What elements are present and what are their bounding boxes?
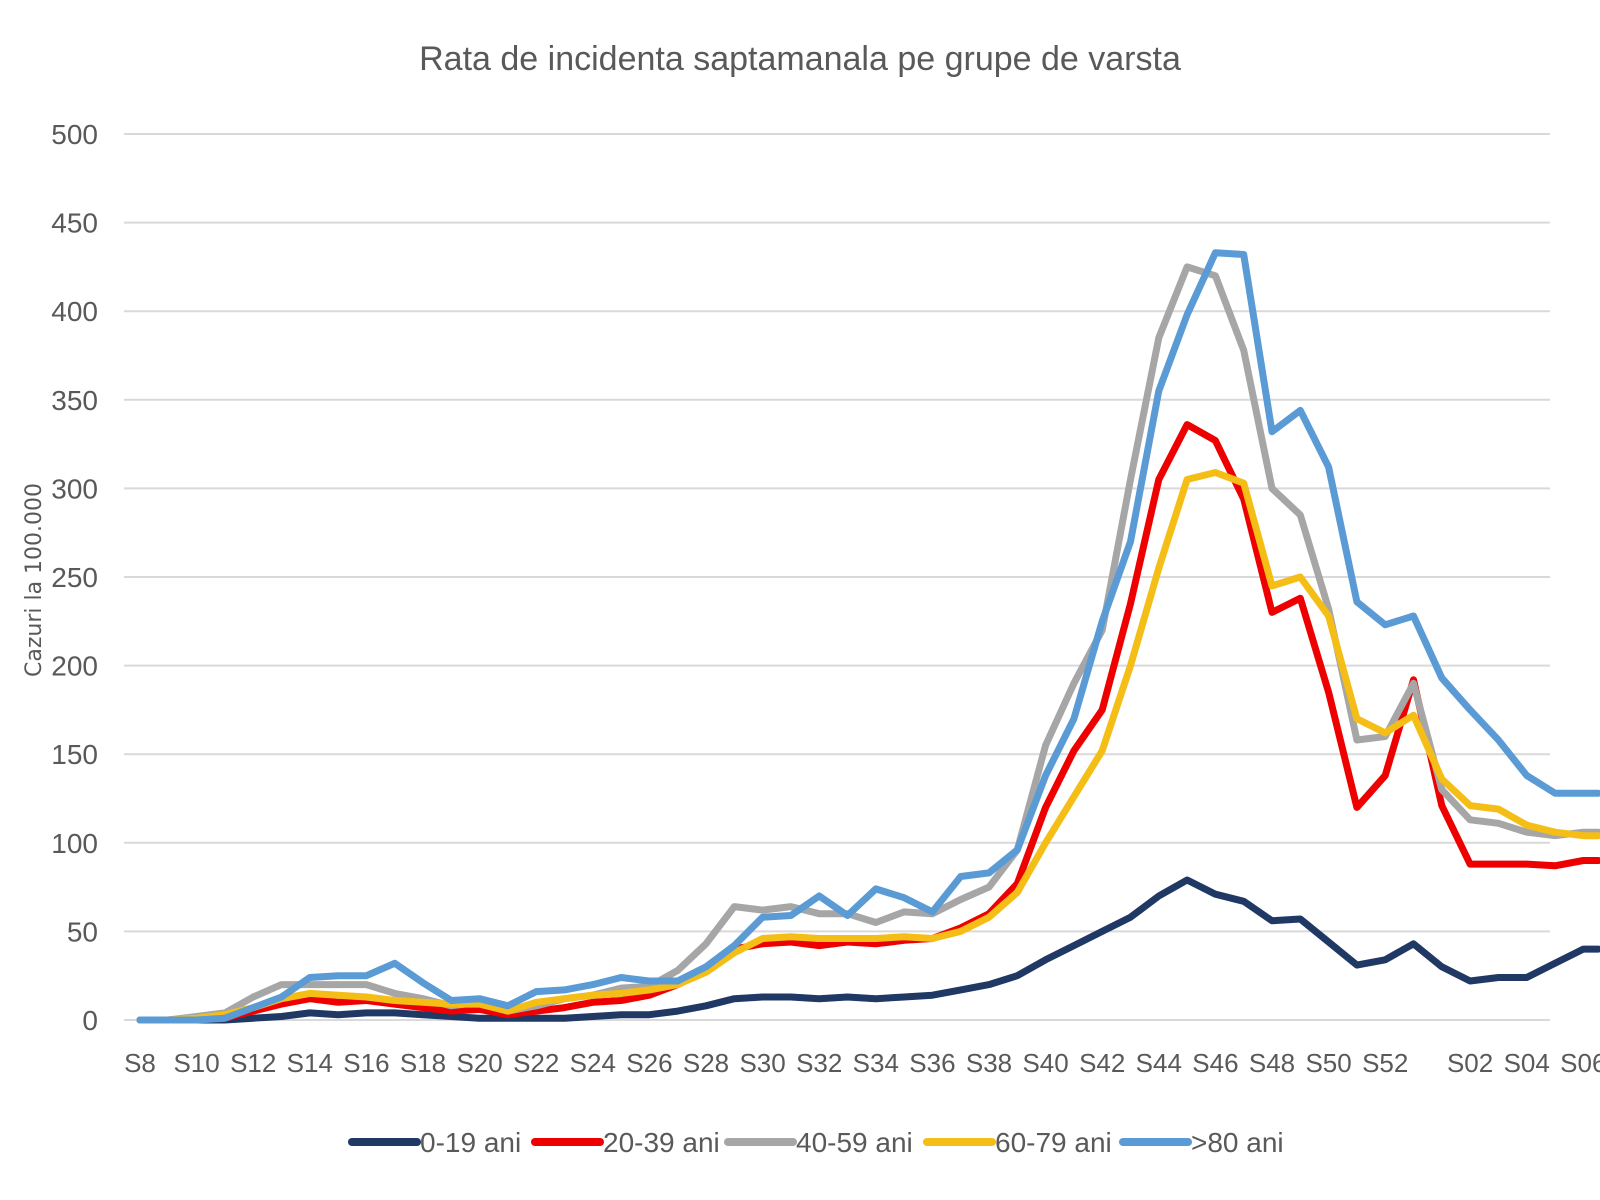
x-tick-label: S14 <box>287 1048 333 1078</box>
legend-label: 20-39 ani <box>603 1127 720 1158</box>
y-tick-label: 450 <box>51 208 98 239</box>
gridlines <box>124 133 1550 1021</box>
x-tick-label: S8 <box>124 1048 156 1078</box>
series-line-40-59-ani <box>136 263 1600 1024</box>
y-tick-label: 200 <box>51 651 98 682</box>
x-tick-label: S22 <box>513 1048 559 1078</box>
x-tick-label: S10 <box>173 1048 219 1078</box>
x-tick-label: S24 <box>570 1048 616 1078</box>
x-tick-label: S02 <box>1447 1048 1493 1078</box>
x-tick-label: S06 <box>1560 1048 1600 1078</box>
x-tick-label: S32 <box>796 1048 842 1078</box>
chart-title: Rata de incidenta saptamanala pe grupe d… <box>419 40 1181 78</box>
y-tick-label: 250 <box>51 562 98 593</box>
legend: 0-19 ani 20-39 ani 40-59 ani 60-79 ani >80 a… <box>348 1127 1284 1158</box>
y-axis-label: Cazuri la 100.000 <box>22 483 47 677</box>
series-line-20-39-ani <box>136 421 1600 1024</box>
y-tick-label: 100 <box>51 828 98 859</box>
x-tick-label: S18 <box>400 1048 446 1078</box>
x-tick-label: S12 <box>230 1048 276 1078</box>
x-tick-label: S28 <box>683 1048 729 1078</box>
x-tick-label: S30 <box>739 1048 785 1078</box>
x-tick-label: S48 <box>1249 1048 1295 1078</box>
x-tick-label: S46 <box>1192 1048 1238 1078</box>
x-tick-label: S38 <box>966 1048 1012 1078</box>
y-tick-label: 350 <box>51 385 98 416</box>
x-tick-label: S44 <box>1136 1048 1182 1078</box>
x-tick-label: S50 <box>1305 1048 1351 1078</box>
y-tick-label: 0 <box>82 1005 98 1036</box>
series-line-60-79-ani <box>136 469 1600 1024</box>
y-tick-label: 300 <box>51 473 98 504</box>
series-lines <box>136 249 1600 1024</box>
legend-label: 60-79 ani <box>995 1127 1112 1158</box>
y-axis-ticks: 0 50 100 150 200 250 300 350 400 450 500 <box>51 119 98 1036</box>
series-line--80-ani <box>136 249 1600 1024</box>
x-tick-label: S42 <box>1079 1048 1125 1078</box>
y-tick-label: 50 <box>67 916 98 947</box>
x-tick-label: S16 <box>343 1048 389 1078</box>
x-tick-label: S20 <box>456 1048 502 1078</box>
y-tick-label: 150 <box>51 739 98 770</box>
y-tick-label: 400 <box>51 296 98 327</box>
legend-label: 40-59 ani <box>796 1127 913 1158</box>
x-tick-label: S26 <box>626 1048 672 1078</box>
legend-label: >80 ani <box>1191 1127 1284 1158</box>
x-tick-label: S34 <box>853 1048 899 1078</box>
x-axis-ticks: S8 S10 S12 S14 S16 S18 S20 S22 S24 S26 S28 S30 S32 S3… <box>124 1048 1600 1078</box>
x-tick-label: S36 <box>909 1048 955 1078</box>
x-tick-label: S04 <box>1504 1048 1550 1078</box>
x-tick-label: S40 <box>1022 1048 1068 1078</box>
y-tick-label: 500 <box>51 119 98 150</box>
x-tick-label: S52 <box>1362 1048 1408 1078</box>
series-line-0-19-ani <box>136 876 1600 1024</box>
legend-label: 0-19 ani <box>420 1127 521 1158</box>
